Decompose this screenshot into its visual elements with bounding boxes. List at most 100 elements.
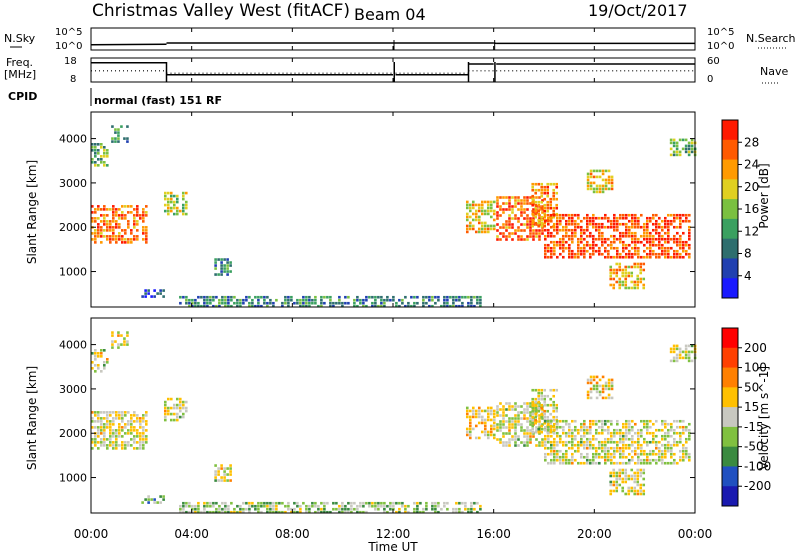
heatmap-cell [615,480,619,484]
heatmap-cell [646,237,649,241]
heatmap-cell [601,455,604,459]
heatmap-cell [628,249,631,253]
heatmap-cell [508,235,511,238]
heatmap-cell [145,429,148,432]
heatmap-cell [112,208,115,211]
heatmap-cell [616,449,619,453]
heatmap-cell [607,255,610,259]
heatmap-cell [511,417,514,420]
heatmap-cell [658,449,661,453]
heatmap-cell [685,452,688,456]
heatmap-cell [649,249,652,253]
heatmap-cell [467,304,470,308]
heatmap-cell [658,452,661,456]
heatmap-cell [649,252,652,256]
heatmap-cell [631,222,634,226]
heatmap-cell [625,434,628,438]
heatmap-cell [529,202,532,205]
heatmap-cell [112,211,115,214]
heatmap-cell [371,295,374,299]
heatmap-cell [652,422,655,426]
heatmap-cell [670,422,673,426]
heatmap-cell [257,501,260,505]
heatmap-cell [163,412,167,416]
heatmap-cell [664,434,667,438]
heatmap-cell [637,237,640,241]
heatmap-cell [609,271,613,275]
heatmap-cell [496,202,499,205]
heatmap-cell [637,252,640,256]
heatmap-cell [618,262,622,266]
heatmap-cell [526,408,529,411]
heatmap-cell [181,191,185,195]
heatmap-cell [540,224,544,228]
heatmap-cell [592,419,595,423]
heatmap-cell [115,226,118,229]
heatmap-cell [468,424,472,428]
heatmap-cell [628,425,631,429]
heatmap-cell [344,504,347,508]
heatmap-cell [550,240,553,244]
heatmap-cell [136,420,139,423]
heatmap-cell [559,440,562,444]
heatmap-cell [139,417,142,420]
heatmap-cell [362,504,365,508]
heatmap-cell [502,441,505,444]
heatmap-cell [121,444,124,447]
heatmap-cell [106,426,109,429]
heatmap-cell [123,137,126,140]
heatmap-cell [124,229,127,232]
heatmap-cell [670,222,673,226]
heatmap-cell [544,213,547,217]
heatmap-cell [329,301,332,305]
heatmap-cell [502,202,505,205]
heatmap-cell [163,194,167,198]
heatmap-cell [643,452,646,456]
heatmap-cell [535,444,538,447]
heatmap-cell [169,209,173,213]
heatmap-cell [610,381,614,385]
heatmap-cell [612,286,616,290]
heatmap-cell [505,408,508,411]
heatmap-cell [109,420,112,423]
heatmap-cell [555,406,559,410]
heatmap-cell [520,405,523,408]
heatmap-cell [272,501,275,505]
heatmap-cell [502,411,505,414]
heatmap-cell [114,140,117,143]
heatmap-cell [541,411,544,414]
heatmap-cell [229,467,232,470]
freq-left-tick-top: 18 [64,56,77,67]
heatmap-cell [621,480,625,484]
heatmap-cell [574,437,577,441]
heatmap-cell [640,446,643,450]
heatmap-cell [580,443,583,447]
heatmap-cell [649,255,652,259]
heatmap-cell [374,501,377,505]
heatmap-cell [682,249,685,253]
heatmap-cell [661,449,664,453]
heatmap-cell [230,501,233,505]
heatmap-cell [284,504,287,508]
heatmap-cell [374,301,377,305]
heatmap-cell [517,202,520,205]
heatmap-cell [156,292,159,295]
heatmap-cell [100,241,103,244]
heatmap-cell [133,426,136,429]
heatmap-cell [538,196,541,199]
heatmap-cell [541,229,544,232]
heatmap-cell [640,458,643,462]
heatmap-cell [568,249,571,253]
heatmap-cell [672,359,676,363]
heatmap-cell [682,419,685,423]
heatmap-cell [652,222,655,226]
heatmap-cell [508,217,511,220]
heatmap-cell [492,409,496,413]
heatmap-cell [636,474,640,478]
heatmap-cell [682,240,685,244]
heatmap-cell [520,235,523,238]
heatmap-cell [220,479,223,482]
heatmap-cell [687,144,691,148]
heatmap-cell [127,220,130,223]
heatmap-cell [613,216,616,220]
